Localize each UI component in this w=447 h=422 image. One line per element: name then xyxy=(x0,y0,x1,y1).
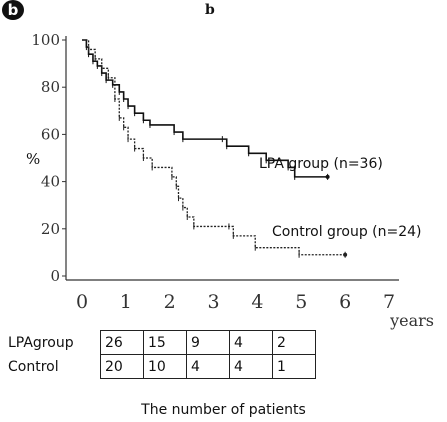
risk-row-label: LPAgroup xyxy=(8,334,74,351)
censor-mark xyxy=(325,174,330,179)
panel-label: b xyxy=(205,2,215,18)
series-label-control: Control group (n=24) xyxy=(272,224,422,240)
y-tick-label: 80 xyxy=(41,78,60,96)
x-tick-label: 4 xyxy=(251,291,263,313)
x-tick-label: 6 xyxy=(339,291,351,313)
series-label-lpa: LPA group (n=36) xyxy=(259,156,383,172)
x-tick-label: 7 xyxy=(383,291,395,313)
risk-cell: 15 xyxy=(143,330,187,355)
series-line-1 xyxy=(82,39,346,256)
axes xyxy=(65,36,399,281)
risk-row-label: Control xyxy=(8,358,59,375)
y-tick-label: 60 xyxy=(41,125,60,143)
x-tick-label: 1 xyxy=(120,291,132,313)
risk-cell: 4 xyxy=(229,354,273,379)
survival-curves xyxy=(82,39,348,258)
y-axis-label: % xyxy=(26,150,41,168)
x-tick-label: 2 xyxy=(164,291,176,313)
y-tick-label: 20 xyxy=(41,220,60,238)
risk-cell: 20 xyxy=(100,354,144,379)
panel-badge: b xyxy=(2,0,24,20)
risk-table: LPAgroup 26 15 9 4 2 Control 20 10 4 4 1 xyxy=(8,330,316,379)
risk-row-control: Control 20 10 4 4 1 xyxy=(8,354,316,379)
risk-row-lpa: LPAgroup 26 15 9 4 2 xyxy=(8,330,316,355)
risk-cell: 2 xyxy=(272,330,316,355)
censor-mark xyxy=(343,252,348,257)
risk-cell: 4 xyxy=(186,354,230,379)
risk-table-caption: The number of patients xyxy=(141,402,306,418)
x-tick-label: 5 xyxy=(295,291,307,313)
y-tick-label: 0 xyxy=(50,267,60,285)
x-tick-label: 3 xyxy=(208,291,220,313)
x-axis-label: years xyxy=(389,311,434,330)
y-tick-label: 40 xyxy=(41,173,60,191)
risk-cell: 10 xyxy=(143,354,187,379)
risk-cell: 26 xyxy=(100,330,144,355)
risk-cell: 1 xyxy=(272,354,316,379)
y-tick-label: 100 xyxy=(31,31,60,49)
x-tick-label: 0 xyxy=(76,291,88,313)
risk-cell: 9 xyxy=(186,330,230,355)
series-labels: LPA group (n=36) Control group (n=24) xyxy=(259,156,422,240)
risk-cell: 4 xyxy=(229,330,273,355)
